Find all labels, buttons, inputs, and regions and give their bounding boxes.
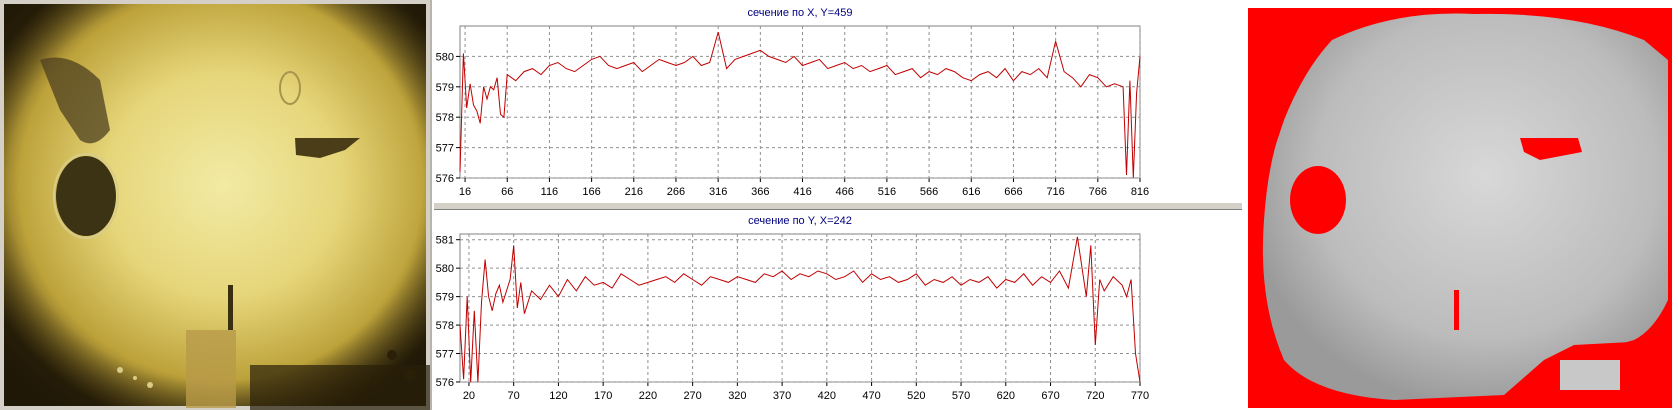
x-tick-label: 166 (582, 186, 600, 198)
x-tick-label: 416 (793, 186, 811, 198)
x-tick-label: 816 (1131, 186, 1149, 198)
x-tick-label: 420 (818, 390, 836, 402)
y-tick-label: 578 (436, 320, 454, 332)
y-tick-label: 579 (436, 82, 454, 94)
x-tick-label: 720 (1086, 390, 1104, 402)
x-tick-label: 716 (1046, 186, 1064, 198)
x-tick-label: 520 (907, 390, 925, 402)
x-tick-label: 16 (459, 186, 471, 198)
x-tick-label: 616 (962, 186, 980, 198)
x-tick-label: 770 (1131, 390, 1149, 402)
y-tick-label: 580 (436, 51, 454, 63)
series-line (459, 31, 1141, 179)
processed-map-image (1248, 8, 1672, 408)
y-tick-label: 580 (436, 263, 454, 275)
x-tick-label: 620 (997, 390, 1015, 402)
x-tick-label: 320 (728, 390, 746, 402)
x-tick-label: 170 (594, 390, 612, 402)
optical-micrograph-image (4, 4, 430, 410)
x-tick-label: 20 (463, 390, 475, 402)
x-tick-label: 570 (952, 390, 970, 402)
x-tick-label: 470 (862, 390, 880, 402)
y-tick-label: 577 (436, 349, 454, 361)
x-tick-label: 220 (639, 390, 657, 402)
x-tick-label: 66 (501, 186, 513, 198)
chart-splitter[interactable] (434, 202, 1242, 210)
optical-micrograph-panel (0, 0, 432, 410)
chart-section-y: сечение по Y, X=242 20 70 120 170 220 270 320 37… (436, 215, 1150, 402)
chart-title: сечение по X, Y=459 (748, 7, 853, 19)
x-tick-label: 370 (773, 390, 791, 402)
x-tick-label: 70 (508, 390, 520, 402)
x-tick-label: 266 (667, 186, 685, 198)
series-line (459, 236, 1141, 383)
y-tick-label: 578 (436, 112, 454, 124)
y-tick-label: 581 (436, 235, 454, 247)
x-tick-label: 666 (1004, 186, 1022, 198)
chart-title: сечение по Y, X=242 (748, 215, 852, 227)
x-tick-label: 270 (683, 390, 701, 402)
y-tick-label: 577 (436, 143, 454, 155)
x-tick-label: 670 (1041, 390, 1059, 402)
x-tick-label: 116 (541, 186, 559, 198)
x-tick-label: 216 (625, 186, 643, 198)
x-tick-label: 516 (878, 186, 896, 198)
x-tick-label: 120 (549, 390, 567, 402)
y-tick-label: 576 (436, 173, 454, 185)
x-tick-label: 766 (1089, 186, 1107, 198)
x-tick-label: 466 (836, 186, 854, 198)
y-tick-label: 576 (436, 377, 454, 389)
y-tick-label: 579 (436, 292, 454, 304)
cross-section-charts: сечение по X, Y=459 16 66 116 166 216 266 316 36… (434, 0, 1242, 410)
x-tick-label: 566 (920, 186, 938, 198)
processed-map-panel (1244, 0, 1678, 410)
plot-area (459, 233, 1141, 383)
plot-area (459, 25, 1141, 179)
x-tick-label: 316 (709, 186, 727, 198)
chart-section-x: сечение по X, Y=459 16 66 116 166 216 266 316 36… (436, 7, 1150, 198)
x-tick-label: 366 (751, 186, 769, 198)
